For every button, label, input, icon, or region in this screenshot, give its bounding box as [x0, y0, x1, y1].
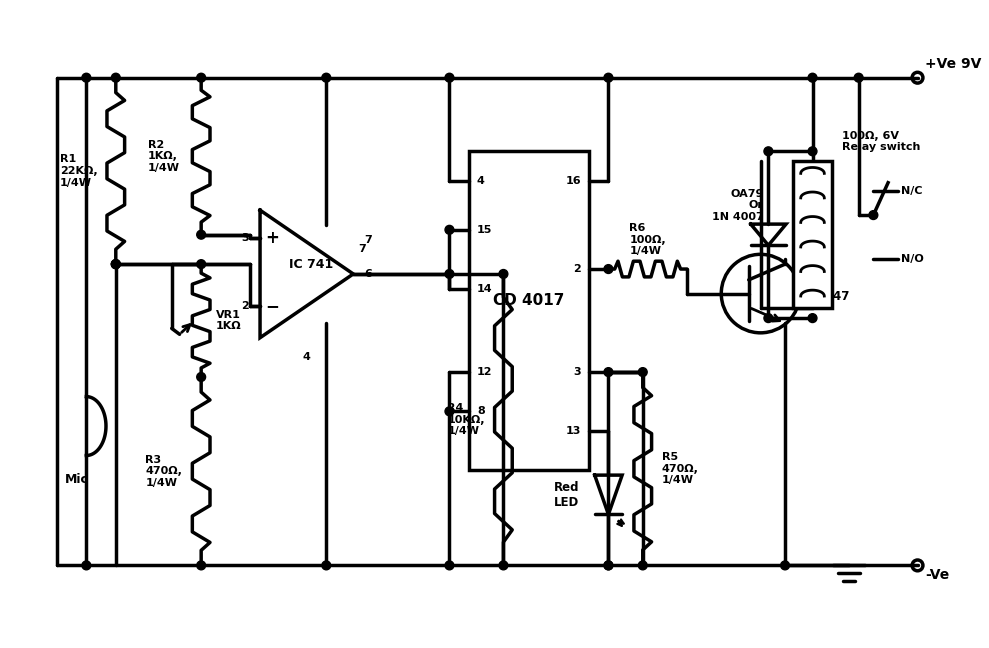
Text: R6
100Ω,
1/4W: R6 100Ω, 1/4W	[629, 223, 666, 256]
Text: R5
470Ω,
1/4W: R5 470Ω, 1/4W	[662, 452, 698, 485]
Circle shape	[638, 561, 647, 570]
Text: 15: 15	[477, 225, 493, 235]
Circle shape	[604, 264, 613, 273]
Circle shape	[445, 407, 454, 416]
Circle shape	[604, 561, 613, 570]
Text: VR1
1KΩ: VR1 1KΩ	[216, 310, 241, 331]
Text: 14: 14	[477, 284, 493, 294]
Text: 12: 12	[477, 367, 493, 377]
Circle shape	[82, 73, 91, 82]
Circle shape	[321, 73, 330, 82]
Circle shape	[112, 260, 121, 268]
Circle shape	[808, 73, 817, 82]
Text: Red
LED: Red LED	[554, 481, 579, 509]
Circle shape	[869, 211, 878, 220]
Text: 3: 3	[574, 367, 581, 377]
Text: R4
10KΩ,
1/4W: R4 10KΩ, 1/4W	[447, 403, 485, 436]
Circle shape	[82, 561, 91, 570]
Circle shape	[197, 73, 206, 82]
Circle shape	[445, 561, 454, 570]
Circle shape	[854, 73, 863, 82]
Circle shape	[764, 314, 772, 323]
Circle shape	[604, 561, 613, 570]
Text: N/C: N/C	[901, 185, 923, 196]
Text: 7: 7	[358, 244, 366, 255]
Circle shape	[780, 561, 789, 570]
Text: Mic: Mic	[64, 473, 88, 486]
Text: -Ve: -Ve	[926, 568, 949, 582]
Circle shape	[499, 270, 507, 279]
Text: 2: 2	[241, 301, 249, 311]
Text: 16: 16	[566, 176, 581, 186]
Text: R2
1KΩ,
1/4W: R2 1KΩ, 1/4W	[148, 139, 180, 173]
Text: 4: 4	[477, 176, 485, 186]
Text: T1
BC547: T1 BC547	[808, 275, 850, 303]
Circle shape	[445, 226, 454, 234]
Circle shape	[321, 561, 330, 570]
Circle shape	[445, 73, 454, 82]
Text: 8: 8	[477, 406, 485, 416]
Text: 6: 6	[364, 269, 372, 279]
Circle shape	[112, 260, 121, 268]
Text: 4: 4	[303, 353, 311, 362]
Circle shape	[112, 73, 121, 82]
Circle shape	[197, 230, 206, 239]
Text: N/O: N/O	[901, 254, 924, 264]
Text: 3: 3	[241, 233, 249, 242]
Circle shape	[808, 314, 817, 323]
FancyBboxPatch shape	[793, 161, 832, 308]
Text: −: −	[265, 297, 279, 316]
Circle shape	[197, 260, 206, 268]
Circle shape	[499, 561, 507, 570]
Text: R3
470Ω,
1/4W: R3 470Ω, 1/4W	[145, 455, 182, 488]
Text: OA79
Or
1N 4007: OA79 Or 1N 4007	[712, 189, 764, 222]
Text: 100Ω, 6V
Relay switch: 100Ω, 6V Relay switch	[842, 131, 921, 152]
Text: 13: 13	[566, 426, 581, 436]
FancyBboxPatch shape	[469, 151, 588, 470]
Circle shape	[808, 147, 817, 156]
Circle shape	[604, 73, 613, 82]
Circle shape	[112, 260, 121, 268]
Circle shape	[604, 367, 613, 376]
Circle shape	[445, 270, 454, 279]
Circle shape	[638, 367, 647, 376]
Text: R1
22KΩ,
1/4W: R1 22KΩ, 1/4W	[59, 154, 97, 187]
Circle shape	[197, 373, 206, 382]
Text: 7: 7	[364, 235, 372, 244]
Text: +Ve 9V: +Ve 9V	[926, 57, 982, 71]
Circle shape	[764, 147, 772, 156]
Circle shape	[197, 561, 206, 570]
Text: IC 741: IC 741	[290, 258, 333, 271]
Text: 2: 2	[574, 264, 581, 274]
Text: +: +	[265, 229, 279, 247]
Text: CD 4017: CD 4017	[494, 294, 565, 308]
